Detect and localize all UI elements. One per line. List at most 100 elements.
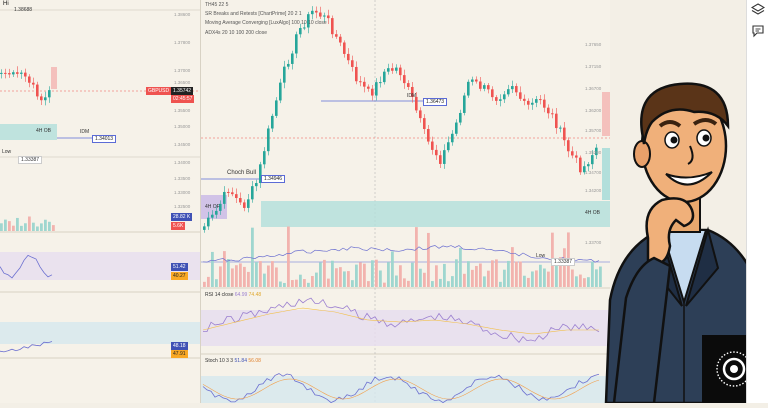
main-chart-canvas[interactable] <box>201 0 610 403</box>
candle-body <box>367 86 370 89</box>
chat-icon[interactable] <box>751 24 765 38</box>
volume-bar <box>355 264 358 287</box>
candle-body <box>499 99 502 101</box>
volume-bar <box>579 274 582 287</box>
main-axis-tick: 1.34700 <box>585 170 602 175</box>
candle-body <box>223 191 226 204</box>
candle-body <box>371 88 374 96</box>
volume-bar <box>475 265 478 287</box>
left-chart-pane[interactable]: Hi 1.38688 4H OB IDM 1.34013 Low 1.33387… <box>0 0 201 403</box>
volume-bar <box>211 251 214 287</box>
candle-body <box>219 203 222 211</box>
volume-bar <box>48 221 51 231</box>
volume-bar <box>531 271 534 287</box>
volume-bar <box>499 281 502 287</box>
candle-body <box>383 71 386 83</box>
candle-body <box>451 133 454 143</box>
candle-body <box>407 83 410 87</box>
main-chart-pane[interactable]: TH45 22 5 SR Breaks and Retests [ChartPr… <box>201 0 610 403</box>
candle-body <box>36 84 39 97</box>
volume-bar <box>303 279 306 287</box>
candle-body <box>239 198 242 203</box>
volume-bar <box>311 276 314 287</box>
volume-bar <box>431 281 434 287</box>
vol-tag-2: 5.6K <box>171 222 186 230</box>
candle-body <box>547 107 550 114</box>
candle-body <box>583 166 586 173</box>
stoch-value: 51.84 <box>234 358 247 364</box>
candle-body <box>255 183 258 187</box>
rsi-header[interactable]: RSI 14 close 64.99 74.48 <box>205 292 261 298</box>
volume-bar <box>411 262 414 287</box>
volume-bar <box>347 271 350 287</box>
candle-body <box>259 164 262 184</box>
candle-body <box>551 113 554 115</box>
volume-bar <box>367 281 370 287</box>
candle-body <box>44 97 47 101</box>
main-ob-right-label: 4H OB <box>585 210 601 216</box>
candle-body <box>487 85 490 90</box>
main-axis-tick: 1.35200 <box>585 150 602 155</box>
volume-bar <box>4 219 7 231</box>
candle-body <box>423 118 426 130</box>
candle-body <box>559 127 562 129</box>
candle-body <box>411 86 414 97</box>
candle-body <box>28 76 31 83</box>
volume-bar <box>535 270 538 287</box>
volume-bar <box>363 263 366 287</box>
left-chart-canvas[interactable] <box>0 0 200 403</box>
candle-body <box>415 96 418 111</box>
candle-body <box>375 82 378 96</box>
volume-bar <box>587 277 590 287</box>
candle-body <box>435 149 438 156</box>
candle-body <box>16 72 19 74</box>
candle-body <box>235 194 238 199</box>
left-axis-tick: 1.35500 <box>174 108 191 113</box>
stoch-title: Stoch 10 3 3 <box>205 358 234 364</box>
main-axis-tick: 1.34200 <box>585 188 602 193</box>
indicator-4[interactable]: ADX4s 20 10 100 200 close <box>205 30 267 36</box>
candle-body <box>399 67 402 76</box>
volume-bar <box>423 272 426 287</box>
volume-bar <box>583 278 586 287</box>
stoch-header[interactable]: Stoch 10 3 3 51.84 56.08 <box>205 358 261 364</box>
left-idm-label: IDM <box>80 129 90 135</box>
volume-bar <box>523 275 526 287</box>
volume-bar <box>287 226 290 287</box>
candle-body <box>391 68 394 71</box>
volume-bar <box>247 271 250 287</box>
volume-bar <box>319 262 322 287</box>
volume-bar <box>219 266 222 287</box>
candle-body <box>355 66 358 82</box>
left-stoch-line <box>0 254 53 279</box>
left-axis-tick: 1.35000 <box>174 124 191 129</box>
indicator-3[interactable]: Moving Average Converging [LuxAlgo] 100 … <box>205 20 327 26</box>
volume-bar <box>215 279 218 287</box>
candle-body <box>40 96 43 101</box>
candle-body <box>507 89 510 95</box>
stoch-tag-1: 51.42 <box>171 263 188 271</box>
left-axis-tick: 1.38600 <box>174 12 191 17</box>
candle-body <box>299 28 302 35</box>
symbol-tag: GBPUSD <box>146 87 172 95</box>
candle-body <box>315 10 318 13</box>
candle-body <box>475 79 478 82</box>
candle-body <box>431 141 434 150</box>
volume-bar <box>435 265 438 287</box>
hi-price: 1.38688 <box>14 7 33 13</box>
volume-bar <box>503 269 506 287</box>
volume-bar <box>575 276 578 287</box>
main-low-price: 1.33387 <box>551 258 576 266</box>
volume-bar <box>595 269 598 287</box>
indicator-1[interactable]: TH45 22 5 <box>205 2 229 8</box>
candle-body <box>327 15 330 19</box>
layers-icon[interactable] <box>751 3 765 17</box>
main-stoch-d <box>202 378 600 400</box>
candle-body <box>467 81 470 96</box>
indicator-2[interactable]: SR Breaks and Retests [ChartPrime] 20 2 … <box>205 11 302 17</box>
volume-bar <box>227 259 230 287</box>
volume-bar <box>291 280 294 287</box>
candle-body <box>379 82 382 84</box>
candle-body <box>479 81 482 89</box>
candle-body <box>459 112 462 123</box>
